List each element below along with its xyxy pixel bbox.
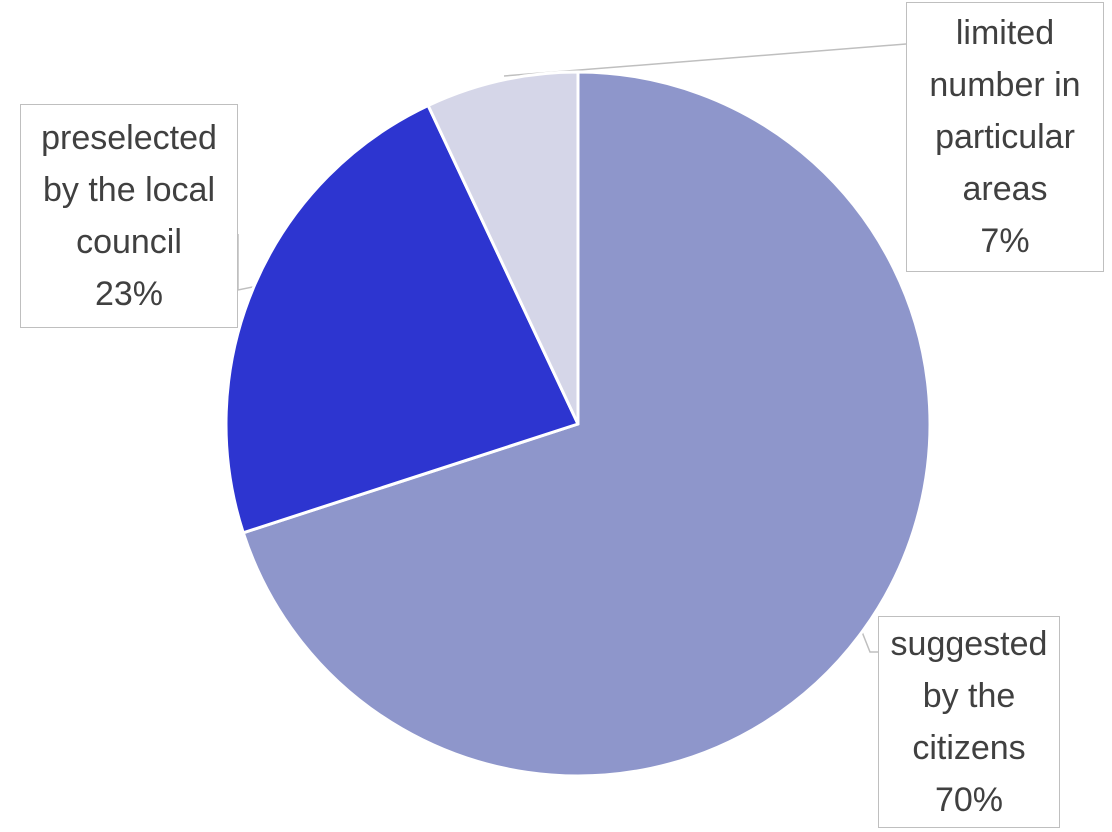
label-line: areas	[962, 170, 1048, 208]
leader-line-1	[237, 234, 259, 291]
label-line: preselected	[41, 119, 217, 157]
pie-slice-1	[224, 104, 580, 535]
label-line: number in	[929, 66, 1081, 104]
label-line: council	[76, 223, 182, 261]
pie-slice-2	[426, 70, 580, 426]
leader-line-0	[860, 629, 878, 653]
data-label-suggested-by-citizens: suggested by the citizens 70%	[878, 616, 1060, 828]
pie-slice-0	[241, 70, 932, 778]
label-line: by the	[922, 677, 1016, 715]
label-line: citizens	[912, 729, 1026, 767]
label-line: limited	[955, 14, 1055, 52]
percent-label: 70%	[934, 781, 1004, 819]
label-line: particular	[935, 118, 1075, 156]
label-line: suggested	[890, 625, 1048, 663]
percent-label: 23%	[94, 275, 164, 313]
data-label-limited-number-in-particular-areas: limited number in particular areas 7%	[906, 2, 1104, 272]
pie-slices	[224, 70, 932, 778]
label-line: by the local	[43, 171, 215, 209]
data-label-preselected-by-local-council: preselected by the local council 23%	[20, 104, 238, 328]
percent-label: 7%	[980, 222, 1030, 260]
